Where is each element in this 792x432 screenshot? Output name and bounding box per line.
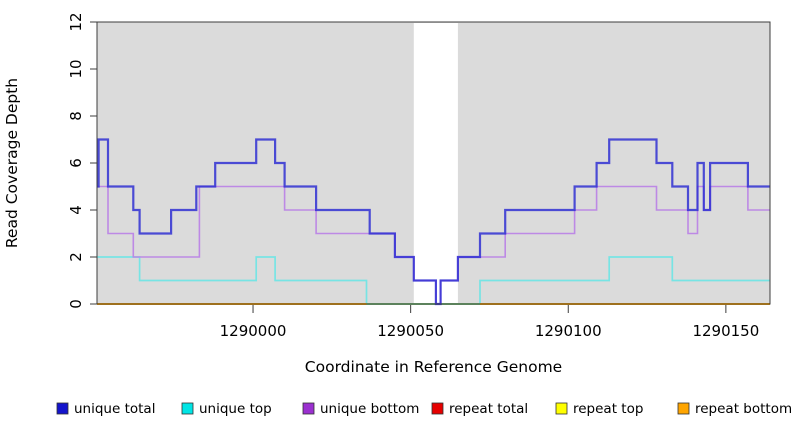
legend-swatch: [677, 402, 690, 415]
x-axis-tick-label: 1290000: [220, 322, 287, 340]
y-axis-tick-label: 12: [67, 12, 85, 31]
legend-item-repeat-total: repeat total: [431, 401, 528, 417]
legend-item-unique-top: unique top: [181, 401, 272, 417]
y-axis-tick-label: 0: [67, 299, 85, 309]
legend-label: repeat top: [573, 401, 643, 417]
y-axis-tick-label: 10: [67, 59, 85, 78]
legend-label: repeat bottom: [695, 401, 792, 417]
x-axis-tick-label: 1290100: [535, 322, 602, 340]
legend-label: repeat total: [449, 401, 528, 417]
legend-item-repeat-top: repeat top: [555, 401, 643, 417]
y-axis-title: Read Coverage Depth: [3, 78, 21, 248]
legend-label: unique bottom: [320, 401, 419, 417]
legend-label: unique top: [199, 401, 272, 417]
y-axis-tick-label: 6: [67, 158, 85, 168]
x-axis-title: Coordinate in Reference Genome: [305, 358, 562, 376]
legend-swatch: [431, 402, 444, 415]
series-line-unique-total: [97, 138, 770, 306]
legend-item-repeat-bottom: repeat bottom: [677, 401, 792, 417]
legend-item-unique-bottom: unique bottom: [302, 401, 419, 417]
legend-label: unique total: [74, 401, 155, 417]
plot-border: [96, 21, 771, 305]
series-line-unique-top: [97, 256, 770, 305]
legend-swatch: [181, 402, 194, 415]
x-axis-tick-label: 1290150: [692, 322, 759, 340]
x-axis-tick-label: 1290050: [377, 322, 444, 340]
legend-item-unique-total: unique total: [56, 401, 155, 417]
y-axis-tick-label: 8: [67, 111, 85, 121]
legend-swatch: [302, 402, 315, 415]
legend-swatch: [555, 402, 568, 415]
legend-swatch: [56, 402, 69, 415]
y-axis-tick-label: 4: [67, 205, 85, 215]
y-axis-tick-label: 2: [67, 252, 85, 262]
no-data-band: [413, 23, 458, 304]
